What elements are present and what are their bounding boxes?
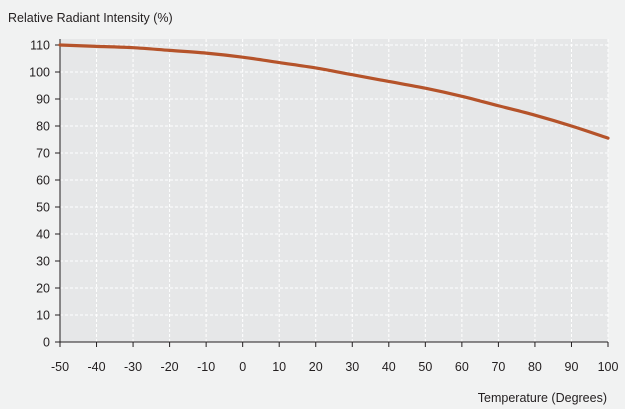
y-tick-label: 70 — [36, 147, 50, 161]
y-tick-label: 60 — [36, 174, 50, 188]
x-tick-label: -50 — [51, 360, 69, 374]
x-tick-label: 60 — [455, 360, 469, 374]
x-tick-label: 10 — [272, 360, 286, 374]
x-axis-label: Temperature (Degrees) — [478, 391, 607, 405]
x-tick-label: 100 — [598, 360, 619, 374]
y-axis-label: Relative Radiant Intensity (%) — [8, 11, 173, 25]
x-tick-label: -40 — [87, 360, 105, 374]
x-tick-label: -20 — [161, 360, 179, 374]
y-tick-label: 90 — [36, 93, 50, 107]
x-tick-label: 80 — [528, 360, 542, 374]
x-tick-label: 30 — [345, 360, 359, 374]
y-tick-label: 110 — [30, 39, 50, 53]
x-tick-label: -30 — [124, 360, 142, 374]
x-tick-label: 20 — [309, 360, 323, 374]
y-tick-label: 10 — [36, 309, 50, 323]
y-tick-label: 0 — [43, 336, 50, 350]
y-tick-label: 40 — [36, 228, 50, 242]
plot-area — [60, 39, 608, 342]
x-tick-label: 90 — [565, 360, 579, 374]
series-line — [58, 43, 610, 140]
series — [58, 43, 610, 140]
x-tick-label: 50 — [418, 360, 432, 374]
y-tick-label: 20 — [36, 282, 50, 296]
x-tick-label: 40 — [382, 360, 396, 374]
y-tick-label: 80 — [36, 120, 50, 134]
y-tick-label: 50 — [36, 201, 50, 215]
y-tick-label: 30 — [36, 255, 50, 269]
grid — [60, 39, 609, 342]
x-tick-label: 70 — [491, 360, 505, 374]
x-tick-label: 0 — [239, 360, 246, 374]
axes — [55, 39, 609, 347]
x-tick-label: -10 — [197, 360, 215, 374]
y-tick-label: 100 — [29, 66, 50, 80]
